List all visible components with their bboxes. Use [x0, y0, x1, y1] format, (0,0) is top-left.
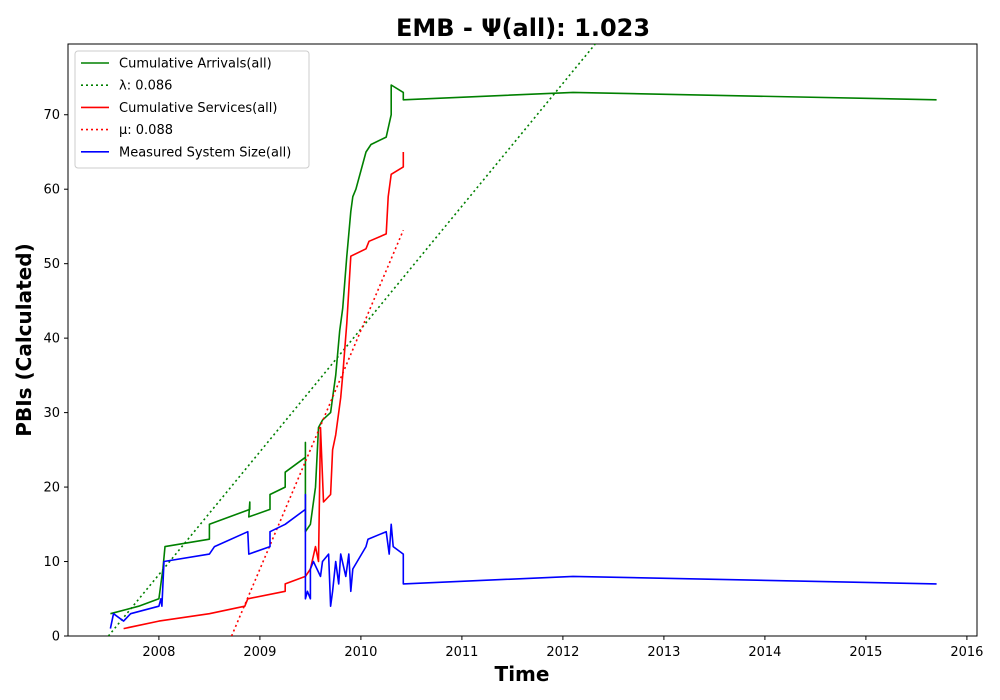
- x-tick-label: 2009: [243, 645, 276, 660]
- legend-label: Cumulative Arrivals(all): [119, 57, 272, 72]
- y-tick-label: 40: [43, 332, 60, 347]
- legend-label: Cumulative Services(all): [119, 101, 277, 116]
- y-tick-label: 60: [43, 183, 60, 198]
- x-tick-label: 2010: [344, 645, 377, 660]
- legend: Cumulative Arrivals(all) λ: 0.086 Cumulati…: [74, 50, 310, 169]
- series-line-cumulative-services-all: [123, 152, 405, 630]
- x-tick-label: 2011: [445, 645, 478, 660]
- series-line-cumulative-arrivals-all: [110, 84, 937, 615]
- y-tick-label: 10: [43, 555, 60, 570]
- series-line-lambda-trend: [107, 44, 597, 636]
- y-tick-label: 50: [43, 257, 60, 272]
- axis-ticks: 2008 2009 2010 2011 2012 2013 2014 2015 2016 0 10 2…: [43, 108, 983, 660]
- legend-label: λ: 0.086: [119, 79, 172, 94]
- x-tick-label: 2012: [546, 645, 579, 660]
- y-tick-label: 0: [52, 630, 60, 645]
- legend-box: [74, 50, 310, 169]
- legend-label: μ: 0.088: [119, 123, 173, 138]
- series-line-mu-trend: [230, 229, 405, 636]
- x-axis-title: Time: [495, 662, 550, 686]
- x-tick-label: 2015: [849, 645, 882, 660]
- y-axis-title: PBIs (Calculated): [12, 243, 36, 436]
- x-tick-label: 2014: [748, 645, 781, 660]
- plot-frame: [67, 43, 978, 637]
- x-tick-label: 2016: [950, 645, 983, 660]
- series-line-measured-system-size-all: [109, 493, 937, 629]
- x-tick-label: 2008: [142, 645, 175, 660]
- series-group: [107, 44, 937, 636]
- y-tick-label: 70: [43, 108, 60, 123]
- legend-label: Measured System Size(all): [119, 145, 291, 160]
- chart-title: EMB - Ψ(all): 1.023: [396, 14, 650, 42]
- y-tick-label: 20: [43, 481, 60, 496]
- x-tick-label: 2013: [647, 645, 680, 660]
- y-tick-label: 30: [43, 406, 60, 421]
